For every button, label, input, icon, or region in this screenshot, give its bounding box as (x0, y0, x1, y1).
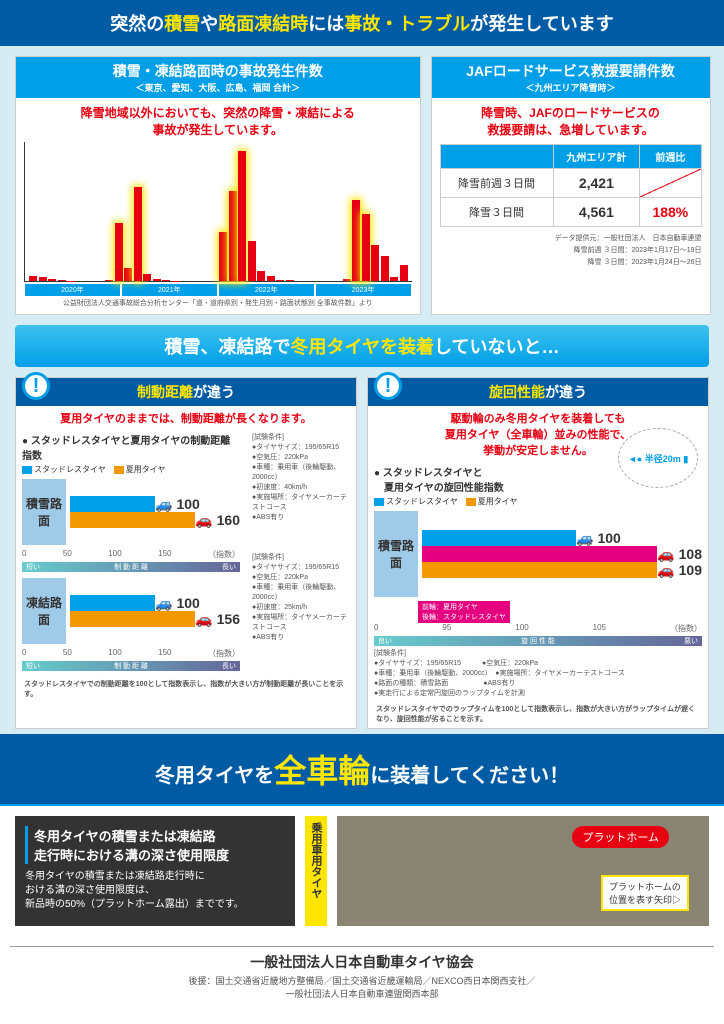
alert-icon: ! (374, 372, 402, 400)
callout: プラットホームの位置を表す矢印▷ (601, 875, 689, 911)
tire-image: プラットホーム プラットホームの位置を表す矢印▷ (337, 816, 709, 926)
footer: 一般社団法人日本自動車タイヤ協会 後援：国土交通省近畿地方整備局／国土交通省近畿… (0, 936, 724, 1010)
usage-limit-box: 冬用タイヤの積雪または凍結路走行時における溝の深さ使用限度 冬用タイヤの積雪また… (15, 816, 295, 926)
turning-panel: !旋回性能が違う 駆動輪のみ冬用タイヤを装着しても夏用タイヤ（全車輪）並みの性能… (367, 377, 709, 729)
jaf-panel: JAFロードサービス救援要請件数＜九州エリア降雪時＞ 降雪時、JAFのロードサー… (431, 56, 711, 315)
braking-panel: !制動距離が違う 夏用タイヤのままでは、制動距離が長くなります。 ● スタッドレ… (15, 377, 357, 729)
tire-strip: 乗用車用タイヤ (305, 816, 327, 926)
alert-icon: ! (22, 372, 50, 400)
platform-pill: プラットホーム (572, 826, 669, 848)
mid-banner: 積雪、凍結路で冬用タイヤを装着していないと… (15, 325, 709, 367)
bar-chart (24, 142, 412, 282)
jaf-table: 九州エリア計前週比 降雪前週３日間2,421 降雪３日間4,561188% (440, 144, 702, 227)
radius-diagram: ◄● 半径20m ▮ (618, 428, 698, 488)
top-banner: 突然の積雪や路面凍結時には事故・トラブルが発生しています (0, 0, 724, 46)
cta-banner: 冬用タイヤを全車輪に装着してください！ (0, 734, 724, 804)
accident-panel: 積雪・凍結路面時の事故発生件数＜東京、愛知、大阪、広島、福岡 合計＞ 降雪地域以… (15, 56, 421, 315)
